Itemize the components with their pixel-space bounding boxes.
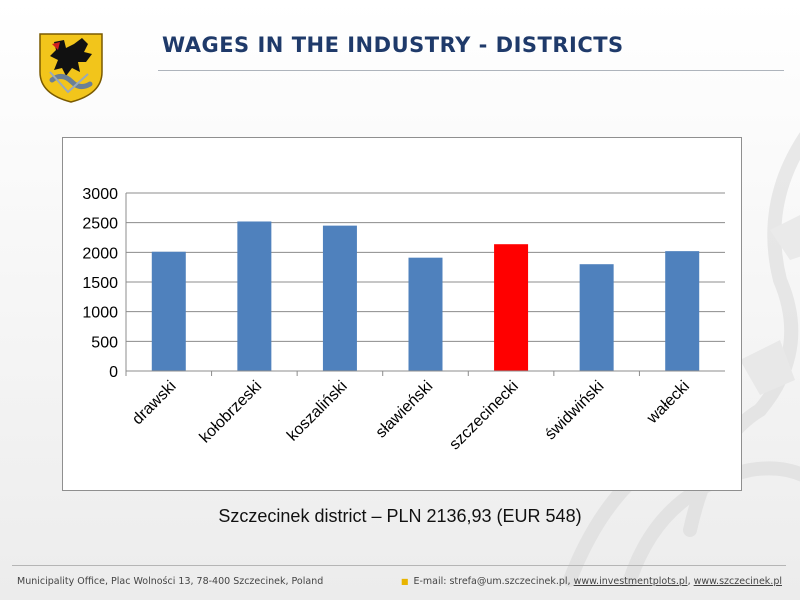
- y-tick-label: 0: [109, 364, 118, 381]
- footer-contact: ■ E-mail: strefa@um.szczecinek.pl, www.in…: [401, 576, 782, 587]
- x-tick-label: szczecinecki: [446, 378, 522, 454]
- x-tick-label: świdwiński: [542, 378, 607, 443]
- chart-caption: Szczecinek district – PLN 2136,93 (EUR 5…: [218, 506, 582, 526]
- bar-2: [322, 225, 357, 371]
- title-divider: [158, 70, 784, 71]
- bar-6: [665, 251, 700, 371]
- footer-separator: ,: [687, 576, 691, 587]
- y-tick-label: 2500: [82, 216, 118, 233]
- bar-0: [151, 251, 186, 371]
- x-tick-label: koszaliński: [284, 378, 351, 445]
- bar-1: [237, 221, 272, 371]
- y-tick-label: 2000: [82, 245, 118, 262]
- bar-3: [408, 257, 443, 371]
- slide-title: WAGES IN THE INDUSTRY - DISTRICTS: [162, 33, 624, 57]
- bullet-icon: ■: [400, 577, 409, 586]
- footer-email: E-mail: strefa@um.szczecinek.pl,: [413, 576, 571, 587]
- footer-address: Municipality Office, Plac Wolności 13, 7…: [17, 576, 324, 587]
- y-tick-label: 1000: [82, 305, 118, 322]
- bar-5: [579, 264, 614, 371]
- griffin-crest-logo: [39, 33, 103, 103]
- y-tick-label: 1500: [82, 275, 118, 292]
- x-tick-label: kołobrzeski: [197, 378, 266, 447]
- bar-chart: 0 500 1000 1500 2000 2500 3000 drawski kołobrzes…: [82, 186, 725, 454]
- chart-panel: 0 500 1000 1500 2000 2500 3000 drawski kołobrzes…: [62, 137, 742, 491]
- footer-divider: [12, 565, 786, 566]
- y-tick-label: 3000: [82, 186, 118, 203]
- bar-4: [494, 244, 529, 371]
- x-tick-label: drawski: [129, 378, 179, 428]
- y-tick-label: 500: [91, 334, 118, 351]
- szczecinek-link[interactable]: www.szczecinek.pl: [693, 576, 782, 587]
- investmentplots-link[interactable]: www.investmentplots.pl: [573, 576, 688, 587]
- x-tick-label: wałecki: [643, 378, 693, 428]
- x-tick-label: sławieński: [373, 378, 437, 442]
